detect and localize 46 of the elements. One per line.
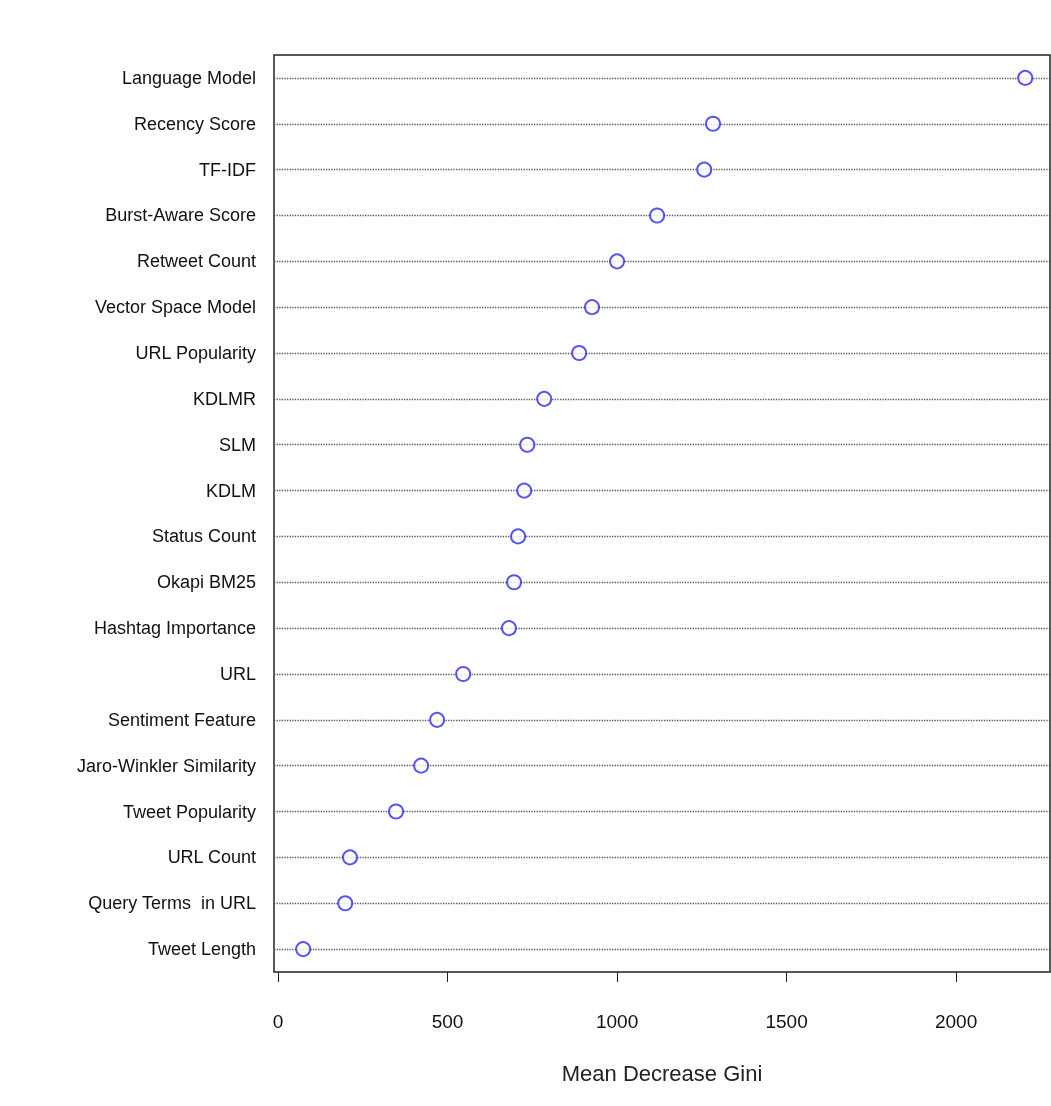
point <box>429 711 446 728</box>
y-tick-label: SLM <box>218 434 256 455</box>
x-tick-label: 0 <box>272 1011 284 1032</box>
point <box>455 665 472 682</box>
x-tick-label: 1500 <box>765 1011 808 1032</box>
y-tick-label: Status Count <box>151 526 256 547</box>
y-tick-label: Retweet Count <box>136 251 256 272</box>
y-tick-label: Tweet Popularity <box>122 801 256 822</box>
y-tick-label: Hashtag Importance <box>93 618 256 639</box>
point <box>506 574 523 591</box>
point <box>1017 69 1034 86</box>
point <box>705 115 722 132</box>
point <box>696 161 713 178</box>
y-tick-label: Okapi BM25 <box>156 572 256 593</box>
y-tick-label: Sentiment Feature <box>107 709 256 730</box>
y-tick-label: Recency Score <box>133 113 256 134</box>
point <box>649 207 666 224</box>
y-tick-label: Language Model <box>121 67 256 88</box>
x-tick-label: 1000 <box>595 1011 639 1032</box>
y-tick-label: Query Terms in URL <box>88 893 256 914</box>
y-tick-label: Vector Space Model <box>94 297 256 318</box>
point <box>536 390 553 407</box>
x-tick-label: 500 <box>431 1011 464 1032</box>
y-tick-label: URL Popularity <box>135 343 256 364</box>
y-tick-label: TF-IDF <box>199 159 256 180</box>
point <box>341 849 358 866</box>
y-tick-label: Burst-Aware Score <box>105 205 256 226</box>
y-tick-label: KDLMR <box>192 388 256 409</box>
point <box>571 345 588 362</box>
point <box>519 436 536 453</box>
y-tick-label: URL <box>219 663 256 684</box>
point <box>388 803 405 820</box>
point <box>295 941 312 958</box>
x-tick-label: 2000 <box>934 1011 978 1032</box>
point <box>584 299 600 316</box>
y-tick-label: Tweet Length <box>147 939 256 960</box>
point <box>609 253 626 270</box>
point <box>510 528 527 545</box>
point <box>413 757 430 774</box>
y-tick-label: Jaro-Winkler Similarity <box>76 755 256 776</box>
y-tick-label: URL Count <box>167 847 256 868</box>
y-tick-label: KDLM <box>205 480 256 501</box>
x-axis-title: Mean Decrease Gini <box>561 1060 763 1086</box>
point <box>337 895 354 912</box>
point <box>500 620 517 637</box>
point <box>516 482 533 499</box>
